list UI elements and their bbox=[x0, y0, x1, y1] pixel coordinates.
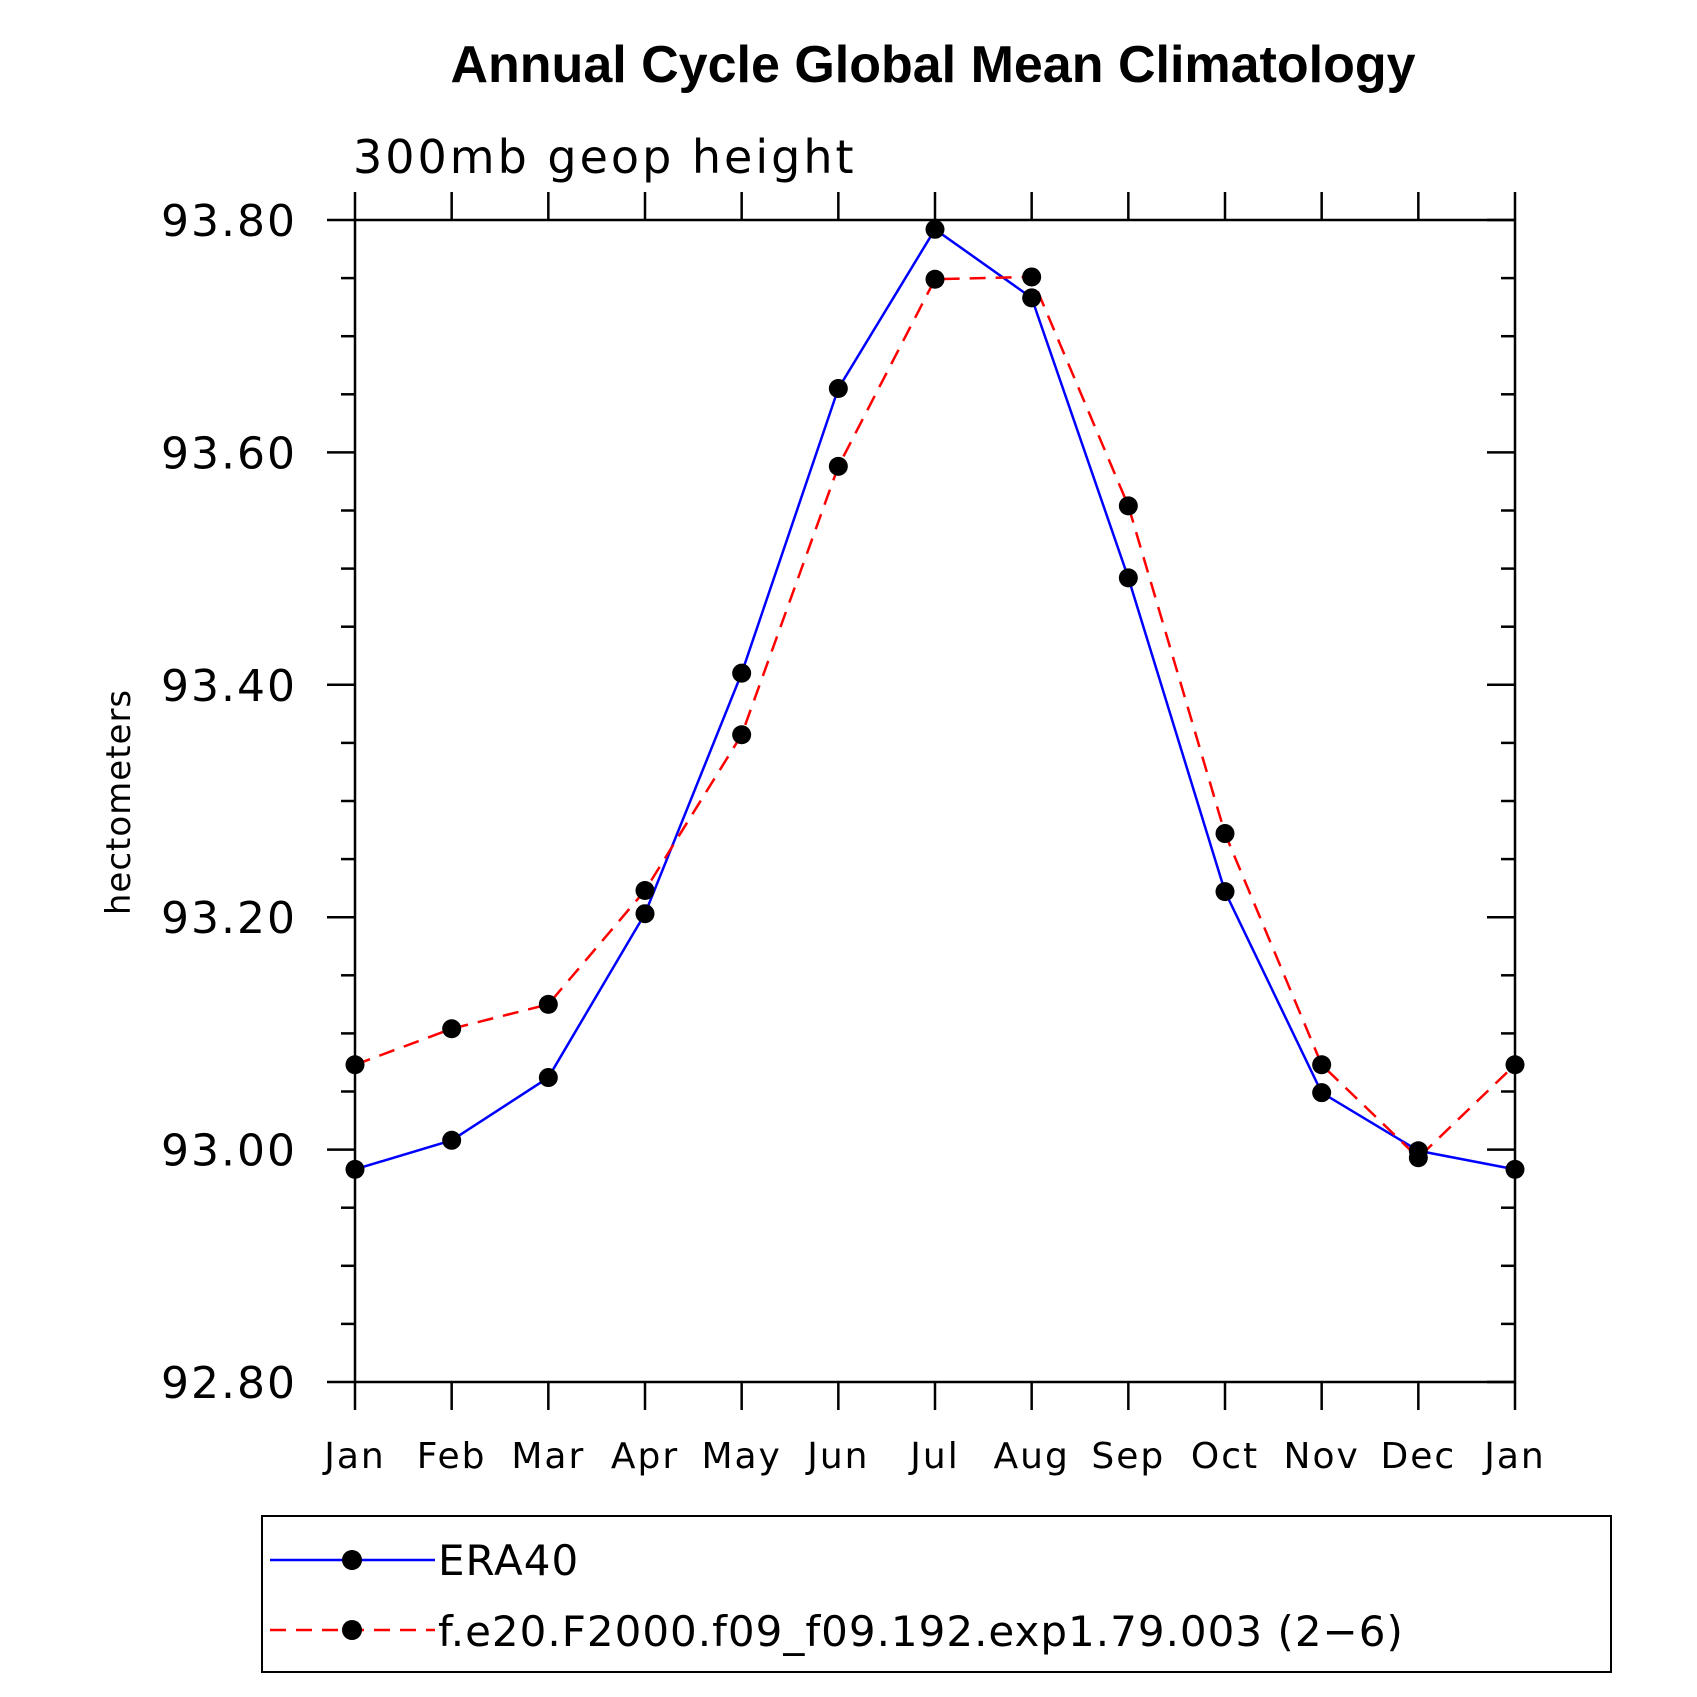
y-tick-label: 93.20 bbox=[161, 893, 297, 944]
x-tick-label: Apr bbox=[611, 1436, 679, 1477]
x-tick-label: Mar bbox=[511, 1436, 585, 1477]
legend-label-model: f.e20.F2000.f09_f09.192.exp1.79.003 (2−6… bbox=[438, 1607, 1404, 1656]
data-point-series-0 bbox=[442, 1130, 462, 1150]
x-tick-label: Jan bbox=[322, 1436, 386, 1477]
chart-title: Annual Cycle Global Mean Climatology bbox=[450, 36, 1415, 94]
x-tick-label: Dec bbox=[1380, 1436, 1456, 1477]
data-point-series-1 bbox=[538, 994, 558, 1014]
data-point-series-1 bbox=[732, 725, 752, 745]
y-tick-labels: 92.80 93.00 93.20 93.40 93.60 93.80 bbox=[161, 196, 297, 1409]
data-point-series-0 bbox=[1022, 288, 1042, 308]
data-point-series-0 bbox=[538, 1068, 558, 1088]
series-line-1 bbox=[354, 275, 1516, 1160]
data-point-series-0 bbox=[732, 663, 752, 683]
data-point-series-1 bbox=[1505, 1055, 1525, 1075]
data-point-series-0 bbox=[1215, 882, 1235, 902]
x-tick-label: Sep bbox=[1091, 1436, 1165, 1477]
data-point-series-1 bbox=[1022, 267, 1042, 287]
legend-marker-model bbox=[342, 1620, 362, 1640]
chart-subtitle: 300mb geop height bbox=[353, 130, 857, 184]
data-point-series-0 bbox=[1118, 568, 1138, 588]
x-tick-label: Jan bbox=[1482, 1436, 1546, 1477]
x-tick-label: Jun bbox=[805, 1436, 869, 1477]
series-line-0 bbox=[354, 227, 1516, 1171]
plot-frame bbox=[353, 218, 1517, 1384]
data-point-series-1 bbox=[828, 456, 848, 476]
x-tick-label: Aug bbox=[994, 1436, 1070, 1477]
y-axis-label: hectometers bbox=[99, 689, 139, 915]
x-tick-label: Oct bbox=[1191, 1436, 1259, 1477]
x-tick-label: Jul bbox=[908, 1436, 959, 1477]
legend-marker-era40 bbox=[342, 1550, 362, 1570]
data-point-series-0 bbox=[1505, 1159, 1525, 1179]
data-point-series-1 bbox=[1408, 1148, 1428, 1168]
y-tick-label: 93.00 bbox=[161, 1126, 297, 1177]
data-point-series-1 bbox=[442, 1019, 462, 1039]
legend: ERA40 f.e20.F2000.f09_f09.192.exp1.79.00… bbox=[261, 1515, 1612, 1673]
y-tick-label: 93.80 bbox=[161, 196, 297, 247]
data-point-series-1 bbox=[1118, 496, 1138, 516]
data-point-series-0 bbox=[828, 378, 848, 398]
data-point-series-0 bbox=[635, 904, 655, 924]
x-tick-label: May bbox=[701, 1436, 781, 1477]
data-point-series-0 bbox=[1312, 1083, 1332, 1103]
data-point-series-1 bbox=[635, 880, 655, 900]
axis-ticks bbox=[327, 192, 1517, 1410]
data-point-series-1 bbox=[925, 269, 945, 289]
y-tick-label: 93.40 bbox=[161, 661, 297, 712]
legend-label-era40: ERA40 bbox=[438, 1536, 579, 1585]
x-tick-labels: Jan Feb Mar Apr May Jun Jul Aug Sep Oct Nov Dec Jan bbox=[322, 1436, 1546, 1477]
data-point-series-0 bbox=[345, 1159, 365, 1179]
legend-box bbox=[261, 1515, 1612, 1673]
data-point-series-1 bbox=[1215, 824, 1235, 844]
data-point-series-0 bbox=[925, 219, 945, 239]
x-tick-label: Feb bbox=[417, 1436, 487, 1477]
data-point-series-1 bbox=[1312, 1055, 1332, 1075]
y-tick-label: 92.80 bbox=[161, 1358, 297, 1409]
x-tick-label: Nov bbox=[1284, 1436, 1360, 1477]
data-point-series-1 bbox=[345, 1055, 365, 1075]
y-tick-label: 93.60 bbox=[161, 428, 297, 479]
series-layer bbox=[345, 219, 1525, 1179]
